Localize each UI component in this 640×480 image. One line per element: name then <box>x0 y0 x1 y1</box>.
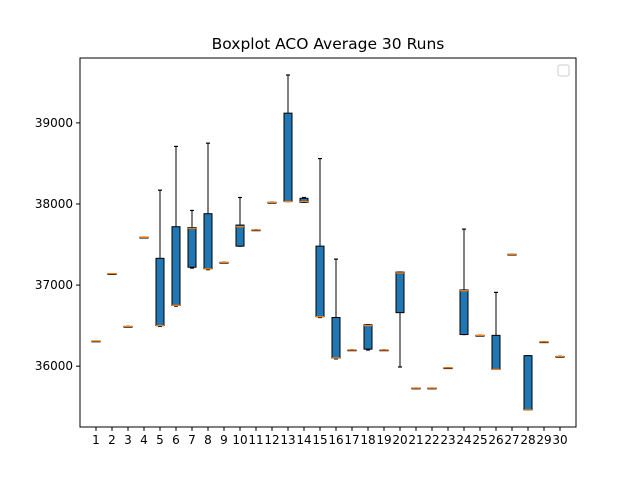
box-group-21 <box>411 387 421 390</box>
box-iqr <box>459 289 469 336</box>
box-group-28 <box>523 355 533 411</box>
box-group-2 <box>107 273 117 276</box>
x-tick-label: 7 <box>188 433 196 447</box>
legend <box>557 64 570 77</box>
box-iqr <box>171 226 181 306</box>
x-tick-label: 13 <box>280 433 295 447</box>
x-tick-label: 10 <box>232 433 247 447</box>
box-iqr <box>523 355 533 411</box>
box-iqr <box>299 197 309 203</box>
box-group-14 <box>299 196 309 203</box>
x-tick-label: 12 <box>264 433 279 447</box>
x-tick-label: 2 <box>108 433 116 447</box>
x-tick-label: 30 <box>552 433 567 447</box>
x-tick-label: 3 <box>124 433 132 447</box>
box-group-22 <box>427 387 437 390</box>
box-group-27 <box>507 253 517 256</box>
x-tick-label: 6 <box>172 433 180 447</box>
x-tick-label: 24 <box>456 433 471 447</box>
box-group-16 <box>331 258 341 360</box>
box-group-5 <box>155 189 165 328</box>
box-group-25 <box>475 334 485 337</box>
box-group-12 <box>267 201 277 204</box>
box-group-3 <box>123 325 133 328</box>
x-tick-label: 21 <box>408 433 423 447</box>
box-iqr <box>491 334 501 370</box>
box-iqr <box>187 226 197 268</box>
x-tick-label: 28 <box>520 433 535 447</box>
x-tick-label: 11 <box>248 433 263 447</box>
x-tick-label: 15 <box>312 433 327 447</box>
box-group-13 <box>283 74 293 203</box>
box-group-9 <box>219 261 229 264</box>
legend-box <box>557 64 570 77</box>
x-tick-label: 23 <box>440 433 455 447</box>
box-group-23 <box>443 367 453 370</box>
x-tick-label: 4 <box>140 433 148 447</box>
box-iqr <box>315 245 325 318</box>
box-iqr <box>235 224 245 247</box>
box-iqr <box>203 213 213 270</box>
x-tick-label: 8 <box>204 433 212 447</box>
x-tick-label: 9 <box>220 433 228 447</box>
x-tick-label: 18 <box>360 433 375 447</box>
x-tick-label: 17 <box>344 433 359 447</box>
box-group-15 <box>315 157 325 319</box>
box-iqr <box>155 257 165 327</box>
box-group-4 <box>139 236 149 239</box>
y-tick-label: 38000 <box>35 197 73 211</box>
box-group-8 <box>203 142 213 271</box>
box-group-10 <box>235 196 245 247</box>
x-tick-label: 16 <box>328 433 343 447</box>
x-tick-label: 27 <box>504 433 519 447</box>
box-group-29 <box>539 341 549 344</box>
box-group-26 <box>491 291 501 371</box>
box-group-17 <box>347 349 357 352</box>
box-group-24 <box>459 228 469 336</box>
x-tick-label: 25 <box>472 433 487 447</box>
box-group-11 <box>251 229 261 232</box>
y-tick-label: 37000 <box>35 278 73 292</box>
box-iqr <box>283 112 293 203</box>
x-tick-label: 29 <box>536 433 551 447</box>
box-group-6 <box>171 145 181 307</box>
box-group-19 <box>379 349 389 352</box>
x-tick-label: 22 <box>424 433 439 447</box>
box-iqr <box>363 324 373 350</box>
x-tick-label: 5 <box>156 433 164 447</box>
box-group-20 <box>395 271 405 368</box>
box-iqr <box>395 271 405 314</box>
box-group-30 <box>555 355 565 358</box>
x-tick-label: 20 <box>392 433 407 447</box>
chart-title: Boxplot ACO Average 30 Runs <box>212 35 445 53</box>
box-group-18 <box>363 324 373 351</box>
y-tick-label: 36000 <box>35 359 73 373</box>
box-iqr <box>331 317 341 359</box>
x-tick-label: 14 <box>296 433 311 447</box>
box-group-1 <box>91 340 101 343</box>
y-tick-label: 39000 <box>35 116 73 130</box>
x-tick-label: 1 <box>92 433 100 447</box>
axes-frame <box>79 57 577 428</box>
x-tick-label: 19 <box>376 433 391 447</box>
x-tick-label: 26 <box>488 433 503 447</box>
box-group-7 <box>187 209 197 269</box>
